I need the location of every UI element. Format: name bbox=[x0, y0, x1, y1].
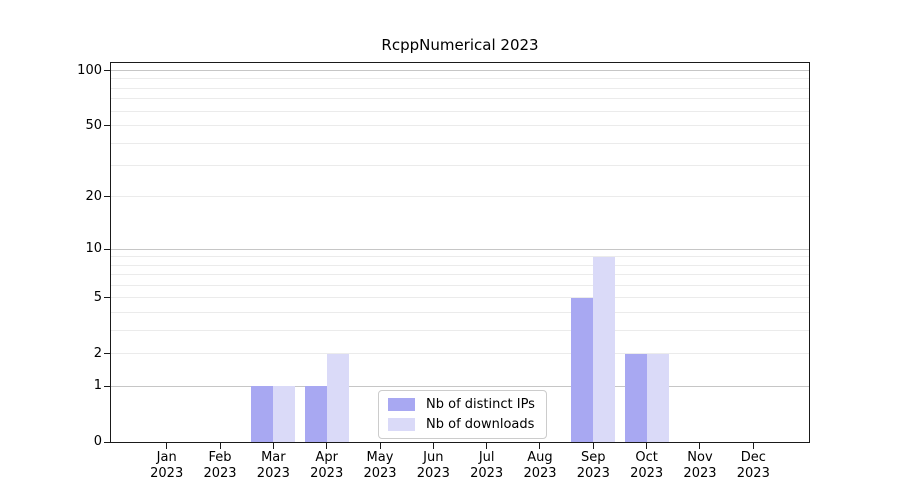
x-tick-label: Nov 2023 bbox=[683, 450, 717, 481]
y-tick-mark bbox=[104, 297, 110, 299]
legend-item-distinct-ips: Nb of distinct IPs bbox=[388, 397, 535, 412]
minor-gridline bbox=[111, 98, 809, 100]
bar bbox=[273, 386, 296, 442]
x-tick-label: Jul 2023 bbox=[470, 450, 504, 481]
x-tick-label: Mar 2023 bbox=[256, 450, 290, 481]
bar bbox=[251, 386, 274, 442]
bar bbox=[593, 256, 616, 442]
minor-gridline bbox=[111, 311, 809, 313]
y-tick-label: 20 bbox=[85, 188, 102, 204]
x-tick-label: Apr 2023 bbox=[310, 450, 344, 481]
y-tick-label: 0 bbox=[93, 434, 102, 449]
x-tick-label: Oct 2023 bbox=[630, 450, 664, 481]
legend-label-distinct-ips: Nb of distinct IPs bbox=[426, 397, 535, 412]
x-tick-mark bbox=[539, 443, 541, 449]
x-tick-label: Jan 2023 bbox=[150, 450, 184, 481]
minor-gridline bbox=[111, 284, 809, 286]
x-tick-label: May 2023 bbox=[363, 450, 397, 481]
minor-gridline bbox=[111, 165, 809, 167]
x-tick-mark bbox=[272, 443, 274, 449]
x-tick-mark bbox=[432, 443, 434, 449]
minor-gridline bbox=[111, 78, 809, 80]
x-tick-label: Dec 2023 bbox=[736, 450, 770, 481]
y-tick-mark bbox=[104, 125, 110, 127]
y-tick-mark bbox=[104, 441, 110, 443]
minor-gridline bbox=[111, 110, 809, 112]
bar bbox=[571, 297, 594, 442]
minor-gridline bbox=[111, 297, 809, 299]
minor-gridline bbox=[111, 353, 809, 355]
y-tick-mark bbox=[104, 196, 110, 198]
y-tick-mark bbox=[104, 248, 110, 250]
bar bbox=[624, 353, 647, 442]
y-tick-label: 5 bbox=[93, 289, 102, 305]
x-tick-mark bbox=[219, 443, 221, 449]
x-tick-label: Aug 2023 bbox=[523, 450, 557, 481]
bar bbox=[304, 386, 327, 442]
bar bbox=[326, 353, 349, 442]
chart-title: RcppNumerical 2023 bbox=[381, 36, 539, 54]
minor-gridline bbox=[111, 256, 809, 258]
legend-swatch-downloads-icon bbox=[388, 418, 415, 431]
major-gridline bbox=[111, 248, 809, 250]
plot-area: Nb of distinct IPs Nb of downloads bbox=[110, 62, 810, 443]
legend: Nb of distinct IPs Nb of downloads bbox=[378, 390, 547, 439]
minor-gridline bbox=[111, 142, 809, 144]
x-tick-mark bbox=[166, 443, 168, 449]
y-tick-label: 100 bbox=[77, 62, 102, 78]
y-tick-label: 10 bbox=[85, 241, 102, 257]
x-tick-label: Feb 2023 bbox=[203, 450, 237, 481]
minor-gridline bbox=[111, 274, 809, 276]
x-tick-mark bbox=[646, 443, 648, 449]
x-tick-mark bbox=[752, 443, 754, 449]
x-tick-mark bbox=[379, 443, 381, 449]
minor-gridline bbox=[111, 264, 809, 266]
x-tick-label: Jun 2023 bbox=[416, 450, 450, 481]
y-tick-label: 1 bbox=[93, 378, 102, 394]
legend-label-downloads: Nb of downloads bbox=[426, 417, 535, 432]
major-gridline bbox=[111, 70, 809, 72]
y-tick-label: 50 bbox=[85, 117, 102, 133]
major-gridline bbox=[111, 385, 809, 387]
legend-item-downloads: Nb of downloads bbox=[388, 417, 535, 432]
y-tick-mark bbox=[104, 385, 110, 387]
minor-gridline bbox=[111, 87, 809, 89]
x-tick-mark bbox=[592, 443, 594, 449]
y-tick-mark bbox=[104, 70, 110, 72]
x-tick-mark bbox=[699, 443, 701, 449]
y-tick-mark bbox=[104, 353, 110, 355]
y-tick-label: 2 bbox=[93, 345, 102, 361]
x-tick-mark bbox=[486, 443, 488, 449]
legend-swatch-distinct-ips-icon bbox=[388, 398, 415, 411]
minor-gridline bbox=[111, 125, 809, 127]
minor-gridline bbox=[111, 196, 809, 198]
x-tick-mark bbox=[326, 443, 328, 449]
minor-gridline bbox=[111, 329, 809, 331]
x-tick-label: Sep 2023 bbox=[576, 450, 610, 481]
bar bbox=[646, 353, 669, 442]
